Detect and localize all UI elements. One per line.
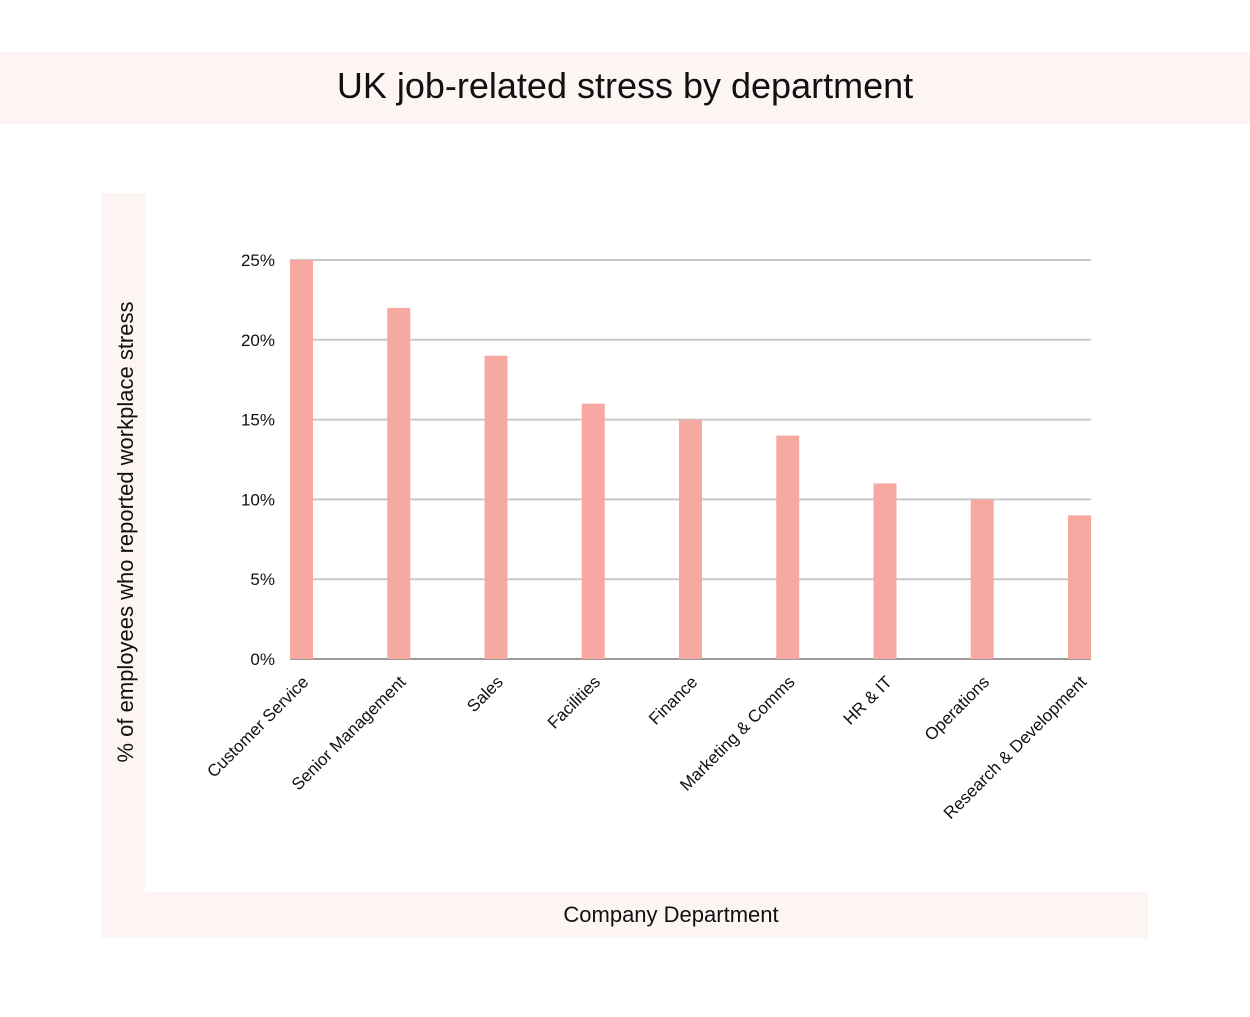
x-tick-label: HR & IT: [840, 672, 896, 728]
y-tick-label: 25%: [241, 251, 275, 270]
bar: [776, 435, 800, 659]
bar: [484, 355, 508, 659]
bar: [387, 307, 411, 659]
bar: [679, 419, 702, 659]
y-tick-label: 0%: [250, 650, 275, 669]
bar: [873, 483, 897, 659]
y-tick-label: 20%: [241, 331, 275, 350]
y-tick-label: 10%: [241, 490, 275, 509]
x-tick-label: Sales: [463, 672, 507, 716]
title-band: UK job-related stress by department: [0, 52, 1250, 124]
x-tick-label: Finance: [645, 672, 701, 728]
y-axis-label-band: [101, 193, 145, 938]
x-tick-label: Facilities: [544, 672, 604, 732]
x-axis-label-band: [101, 892, 1148, 938]
bar: [970, 499, 994, 659]
x-tick-label: Operations: [921, 672, 993, 744]
chart-title: UK job-related stress by department: [336, 65, 914, 106]
bar: [1068, 515, 1091, 659]
bar: [581, 403, 605, 659]
y-tick-label: 15%: [241, 411, 275, 430]
bar: [290, 260, 313, 659]
y-tick-label: 5%: [250, 570, 275, 589]
x-axis-label: Company Department: [563, 902, 779, 927]
x-tick-label: Customer Service: [203, 672, 312, 781]
